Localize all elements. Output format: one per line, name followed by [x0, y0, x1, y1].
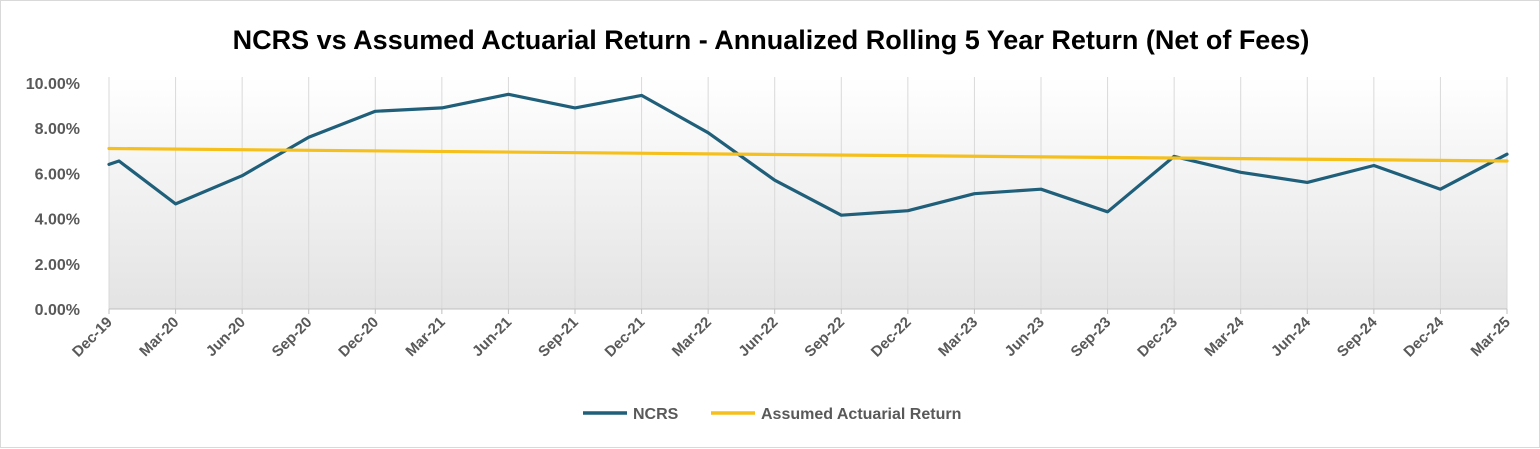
x-tick-label: Mar-23	[935, 314, 981, 360]
x-tick-label: Mar-20	[136, 314, 182, 360]
x-tick-label: Mar-22	[669, 314, 715, 360]
y-tick-label: 4.00%	[35, 212, 80, 229]
x-tick-label: Dec-23	[1134, 314, 1181, 361]
y-tick-label: 0.00%	[35, 302, 80, 319]
y-tick-label: 10.00%	[26, 76, 80, 93]
x-tick-label: Dec-22	[868, 314, 915, 361]
y-axis-ticks: 0.00% 2.00% 4.00% 6.00% 8.00% 10.00%	[26, 76, 80, 319]
x-tick-label: Sep-24	[1334, 313, 1381, 360]
legend: NCRS Assumed Actuarial Return	[583, 406, 961, 423]
x-tick-label: Sep-22	[801, 314, 848, 361]
axes	[108, 308, 1508, 314]
x-tick-label: Dec-20	[335, 314, 382, 361]
x-tick-label: Jun-21	[469, 314, 515, 360]
x-tick-label: Sep-23	[1068, 314, 1115, 361]
x-tick-label: Jun-24	[1268, 313, 1315, 360]
x-tick-label: Jun-20	[203, 314, 249, 360]
legend-label: Assumed Actuarial Return	[761, 406, 961, 423]
x-tick-label: Mar-25	[1468, 314, 1514, 360]
x-tick-label: Mar-21	[402, 314, 448, 360]
series-lines	[107, 92, 1509, 217]
x-tick-label: Dec-24	[1400, 313, 1447, 360]
y-tick-label: 8.00%	[35, 121, 80, 138]
x-tick-label: Jun-23	[1002, 314, 1048, 360]
y-tick-label: 6.00%	[35, 166, 80, 183]
x-tick-label: Mar-24	[1201, 313, 1248, 360]
legend-label: NCRS	[633, 406, 679, 423]
x-axis-ticks: Dec-19 Mar-20 Jun-20 Sep-20 Dec-20 Mar-21 Jun-…	[69, 313, 1514, 360]
y-tick-label: 2.00%	[35, 257, 80, 274]
x-tick-label: Sep-21	[535, 314, 582, 361]
x-tick-label: Jun-22	[735, 314, 781, 360]
x-tick-label: Sep-20	[269, 314, 316, 361]
chart-title: NCRS vs Assumed Actuarial Return - Annua…	[233, 25, 1310, 55]
x-tick-label: Dec-19	[69, 314, 116, 361]
assumed-return-series-line	[107, 146, 1509, 163]
plot-area	[109, 77, 1507, 309]
x-tick-label: Dec-21	[602, 314, 649, 361]
